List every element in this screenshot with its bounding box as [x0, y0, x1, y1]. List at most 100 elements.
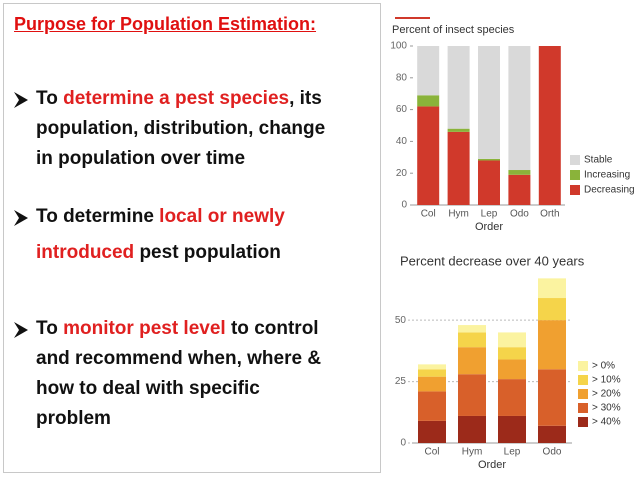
bar-segment: [498, 415, 526, 443]
y-tick-label: 100: [390, 41, 407, 52]
bar-segment: [538, 298, 566, 321]
x-tick-label: Col: [424, 447, 439, 458]
bullet-line: population, distribution, change: [36, 118, 325, 140]
bar-segment: [508, 170, 531, 175]
x-tick-label: Odo: [510, 209, 529, 220]
x-tick-label: Lep: [504, 447, 521, 458]
legend-swatch: [570, 185, 580, 195]
bar-segment: [458, 332, 486, 348]
bar-segment: [418, 364, 446, 370]
y-tick-label: 80: [396, 72, 408, 83]
x-tick-label: Odo: [543, 447, 562, 458]
bar-segment: [418, 391, 446, 421]
x-tick-label: Col: [421, 209, 436, 220]
text-panel: Purpose for Population Estimation: To de…: [3, 3, 381, 473]
y-tick-label: 20: [396, 168, 408, 179]
bullet-line: To determine local or newly: [36, 206, 285, 228]
legend-label: Increasing: [584, 170, 630, 181]
bar-segment: [458, 415, 486, 443]
y-tick-label: 60: [396, 104, 408, 115]
slide-title: Purpose for Population Estimation:: [14, 14, 317, 34]
x-axis-label: Order: [475, 221, 503, 233]
bullet-text: to control: [225, 318, 319, 339]
x-tick-label: Hym: [448, 209, 469, 220]
x-tick-label: Hym: [462, 447, 483, 458]
bullet-line: problem: [36, 408, 111, 430]
legend-label: > 20%: [592, 389, 621, 400]
bar-segment: [538, 320, 566, 370]
bar-segment: [447, 46, 470, 129]
x-tick-label: Lep: [481, 209, 498, 220]
bar-segment: [478, 158, 500, 161]
bullet-text: monitor pest level: [63, 318, 226, 339]
bar-segment: [498, 379, 526, 416]
bar-segment: [478, 46, 500, 159]
bullet-text: determine a pest species: [63, 88, 290, 109]
bar-segment: [418, 420, 446, 443]
bullet-text: how to deal with specific: [36, 378, 260, 399]
bullet-text: To determine: [36, 206, 160, 227]
legend-label: > 0%: [592, 361, 615, 372]
legend-label: > 40%: [592, 417, 621, 428]
bullet-arrow: [14, 92, 28, 108]
bar-segment: [417, 106, 440, 205]
bar-segment: [458, 325, 486, 333]
bar-segment: [538, 278, 566, 299]
x-axis-label: Order: [478, 459, 506, 471]
legend-label: Stable: [584, 155, 613, 166]
bar-segment: [458, 374, 486, 416]
bar-segment: [447, 131, 470, 205]
bar-segment: [498, 332, 526, 348]
bullet-arrow: [14, 210, 28, 226]
bar-segment: [458, 347, 486, 375]
bar-segment: [538, 46, 561, 205]
bar-segment: [478, 160, 500, 205]
y-tick-label: 0: [400, 438, 406, 449]
legend-swatch: [578, 403, 588, 413]
bar-segment: [417, 95, 440, 107]
bar-segment: [498, 347, 526, 360]
bullet-arrow: [14, 322, 28, 338]
bar-segment: [508, 174, 531, 205]
bullet-line: To determine a pest species, its: [36, 88, 322, 110]
y-tick-label: 50: [395, 315, 407, 326]
legend-label: > 10%: [592, 375, 621, 386]
legend-swatch: [570, 155, 580, 165]
bar-segment: [538, 425, 566, 443]
bullet-text: , its: [289, 88, 322, 109]
bar-segment: [498, 359, 526, 380]
legend-swatch: [578, 375, 588, 385]
bar-segment: [417, 46, 440, 96]
legend-label: Decreasing: [584, 185, 635, 196]
bullet-text: pest population: [134, 242, 281, 263]
bar-segment: [447, 128, 470, 132]
chart-title: Percent of insect species: [392, 24, 515, 36]
bullet-text: local or newly: [159, 206, 285, 227]
bullet-line: To monitor pest level to control: [36, 318, 319, 340]
bar-segment: [418, 376, 446, 392]
x-tick-label: Orth: [540, 209, 559, 220]
bullet-text: and recommend when, where &: [36, 348, 322, 369]
legend-label: > 30%: [592, 403, 621, 414]
bullet-text: in population over time: [36, 148, 246, 169]
bullet-line: introduced pest population: [36, 242, 281, 264]
bullet-line: in population over time: [36, 148, 245, 170]
bullet-text: population, distribution, change: [36, 118, 326, 139]
bar-segment: [538, 369, 566, 426]
legend-swatch: [578, 389, 588, 399]
bullet-line: how to deal with specific: [36, 378, 260, 400]
legend-swatch: [578, 417, 588, 427]
bullet-text: To: [36, 88, 64, 109]
bar-segment: [418, 369, 446, 377]
legend-swatch: [578, 361, 588, 371]
bullet-text: introduced: [36, 242, 135, 263]
bullet-text: problem: [36, 408, 111, 429]
y-tick-label: 0: [401, 200, 407, 211]
y-tick-label: 40: [396, 136, 408, 147]
chart-title: Percent decrease over 40 years: [400, 253, 585, 268]
bullet-line: and recommend when, where &: [36, 348, 321, 370]
y-tick-label: 25: [395, 376, 407, 387]
bar-segment: [508, 46, 531, 171]
